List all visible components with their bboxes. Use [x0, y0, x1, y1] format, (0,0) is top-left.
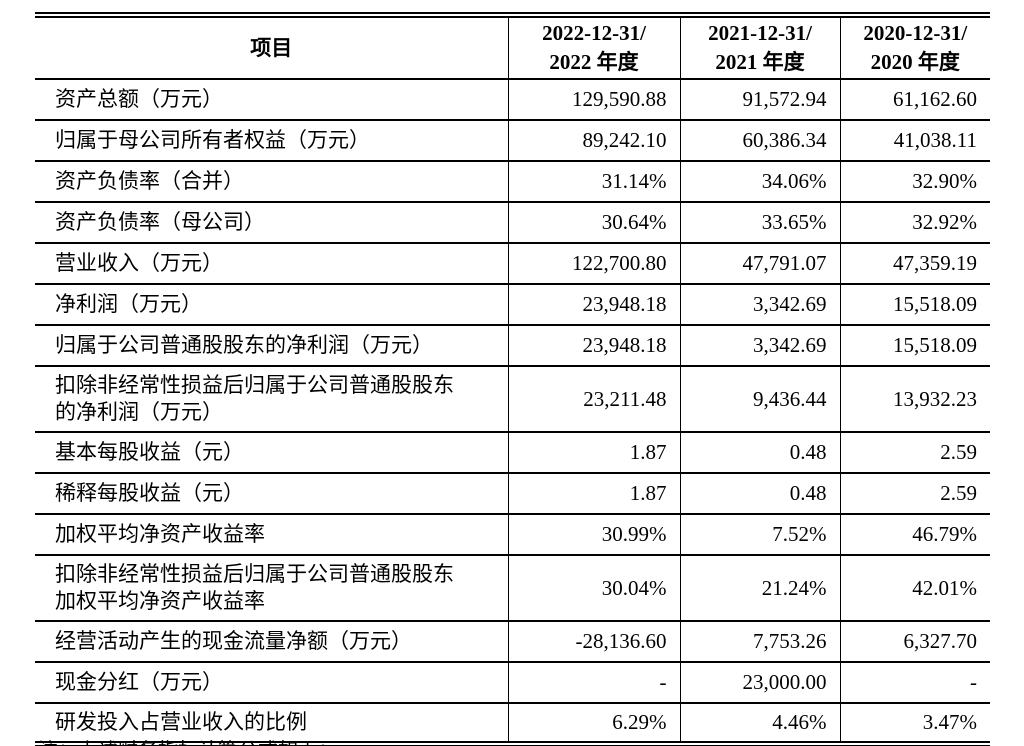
- value-cell-2021: 9,436.44: [679, 366, 840, 433]
- row-label: 研发投入占营业收入的比例: [55, 710, 307, 734]
- value-cell-2021: 33.65%: [679, 202, 840, 244]
- value-cell-2020: -: [839, 662, 990, 704]
- value-cell-2022: 23,211.48: [507, 366, 680, 433]
- row-label: 稀释每股收益（元）: [35, 473, 508, 515]
- value-cell-2021: 0.48: [679, 432, 840, 474]
- header-period-2021: 2021-12-31/ 2021 年度: [679, 15, 840, 80]
- header-period-2022-line2: 2022 年度: [549, 50, 639, 74]
- value-cell-2022: 89,242.10: [507, 120, 680, 162]
- value-cell-2020: 3.47%: [839, 703, 990, 744]
- table-row: 扣除非经常性损益后归属于公司普通股股东的净利润（万元） 23,211.48 9,…: [35, 366, 990, 433]
- header-row: 项目 2022-12-31/ 2022 年度 2021-12-31/ 2021 …: [35, 15, 990, 80]
- value-cell-2022: 6.29%: [507, 703, 680, 744]
- value-cell-2020: 41,038.11: [839, 120, 990, 162]
- footnote-cutoff-text: 注：上述财务指标计算公式如下：: [38, 739, 338, 746]
- value-cell-2022: 30.99%: [507, 514, 680, 556]
- row-label: 归属于母公司所有者权益（万元）: [35, 120, 508, 162]
- value-cell-2022: 23,948.18: [507, 284, 680, 326]
- value-cell-2021: 0.48: [679, 473, 840, 515]
- value-cell-2020: 6,327.70: [839, 621, 990, 663]
- table-row: 稀释每股收益（元） 1.87 0.48 2.59: [35, 473, 990, 515]
- financial-summary-table: 项目 2022-12-31/ 2022 年度 2021-12-31/ 2021 …: [35, 12, 990, 746]
- value-cell-2022: 31.14%: [507, 161, 680, 203]
- row-label: 现金分红（万元）: [35, 662, 508, 704]
- row-label: 资产负债率（合并）: [35, 161, 508, 203]
- value-cell-2020: 15,518.09: [839, 325, 990, 367]
- value-cell-2021: 3,342.69: [679, 284, 840, 326]
- table-row: 资产负债率（合并） 31.14% 34.06% 32.90%: [35, 161, 990, 203]
- value-cell-2021: 4.46%: [679, 703, 840, 744]
- row-label: 归属于公司普通股股东的净利润（万元）: [35, 325, 508, 367]
- row-label: 资产负债率（母公司）: [35, 202, 508, 244]
- header-item-column: 项目: [35, 15, 508, 80]
- table-row: 净利润（万元） 23,948.18 3,342.69 15,518.09: [35, 284, 990, 326]
- value-cell-2020: 2.59: [839, 473, 990, 515]
- value-cell-2020: 32.92%: [839, 202, 990, 244]
- value-cell-2020: 13,932.23: [839, 366, 990, 433]
- value-cell-2021: 7.52%: [679, 514, 840, 556]
- value-cell-2021: 23,000.00: [679, 662, 840, 704]
- row-label: 资产总额（万元）: [35, 79, 508, 121]
- table-row: 营业收入（万元） 122,700.80 47,791.07 47,359.19: [35, 243, 990, 285]
- header-period-2021-line1: 2021-12-31/: [708, 21, 812, 45]
- table-row: 归属于母公司所有者权益（万元） 89,242.10 60,386.34 41,0…: [35, 120, 990, 162]
- value-cell-2020: 2.59: [839, 432, 990, 474]
- row-label: 扣除非经常性损益后归属于公司普通股股东加权平均净资产收益率: [35, 555, 508, 622]
- value-cell-2022: 122,700.80: [507, 243, 680, 285]
- header-period-2022-line1: 2022-12-31/: [542, 21, 646, 45]
- value-cell-2021: 3,342.69: [679, 325, 840, 367]
- value-cell-2021: 91,572.94: [679, 79, 840, 121]
- value-cell-2022: 23,948.18: [507, 325, 680, 367]
- header-period-2020-line1: 2020-12-31/: [863, 21, 968, 45]
- row-label: 净利润（万元）: [35, 284, 508, 326]
- value-cell-2022: 129,590.88: [507, 79, 680, 121]
- table-row: 研发投入占营业收入的比例 6.29% 4.46% 3.47%: [35, 703, 990, 744]
- table-header: 项目 2022-12-31/ 2022 年度 2021-12-31/ 2021 …: [35, 15, 990, 80]
- value-cell-2022: 1.87: [507, 473, 680, 515]
- header-period-2021-line2: 2021 年度: [715, 50, 805, 74]
- value-cell-2020: 61,162.60: [839, 79, 990, 121]
- header-period-2020: 2020-12-31/ 2020 年度: [839, 15, 990, 80]
- row-label: 扣除非经常性损益后归属于公司普通股股东的净利润（万元）: [35, 366, 508, 433]
- row-label: 基本每股收益（元）: [35, 432, 508, 474]
- value-cell-2022: -: [507, 662, 680, 704]
- value-cell-2020: 32.90%: [839, 161, 990, 203]
- value-cell-2022: 1.87: [507, 432, 680, 474]
- table-row: 经营活动产生的现金流量净额（万元） -28,136.60 7,753.26 6,…: [35, 621, 990, 663]
- value-cell-2020: 46.79%: [839, 514, 990, 556]
- table-row: 资产总额（万元） 129,590.88 91,572.94 61,162.60: [35, 79, 990, 121]
- table-row: 加权平均净资产收益率 30.99% 7.52% 46.79%: [35, 514, 990, 556]
- table-row: 现金分红（万元） - 23,000.00 -: [35, 662, 990, 704]
- row-label: 经营活动产生的现金流量净额（万元）: [35, 621, 508, 663]
- value-cell-2020: 47,359.19: [839, 243, 990, 285]
- value-cell-2020: 15,518.09: [839, 284, 990, 326]
- value-cell-2021: 47,791.07: [679, 243, 840, 285]
- value-cell-2021: 21.24%: [679, 555, 840, 622]
- value-cell-2021: 60,386.34: [679, 120, 840, 162]
- value-cell-2022: 30.64%: [507, 202, 680, 244]
- table-row: 归属于公司普通股股东的净利润（万元） 23,948.18 3,342.69 15…: [35, 325, 990, 367]
- value-cell-2022: -28,136.60: [507, 621, 680, 663]
- value-cell-2021: 34.06%: [679, 161, 840, 203]
- value-cell-2021: 7,753.26: [679, 621, 840, 663]
- header-period-2020-line2: 2020 年度: [870, 50, 960, 74]
- table-row: 资产负债率（母公司） 30.64% 33.65% 32.92%: [35, 202, 990, 244]
- row-label: 加权平均净资产收益率: [35, 514, 508, 556]
- header-period-2022: 2022-12-31/ 2022 年度: [507, 15, 680, 80]
- row-label: 营业收入（万元）: [35, 243, 508, 285]
- value-cell-2022: 30.04%: [507, 555, 680, 622]
- table-row: 基本每股收益（元） 1.87 0.48 2.59: [35, 432, 990, 474]
- table-body: 资产总额（万元） 129,590.88 91,572.94 61,162.60 …: [35, 79, 990, 744]
- table-row: 扣除非经常性损益后归属于公司普通股股东加权平均净资产收益率 30.04% 21.…: [35, 555, 990, 622]
- value-cell-2020: 42.01%: [839, 555, 990, 622]
